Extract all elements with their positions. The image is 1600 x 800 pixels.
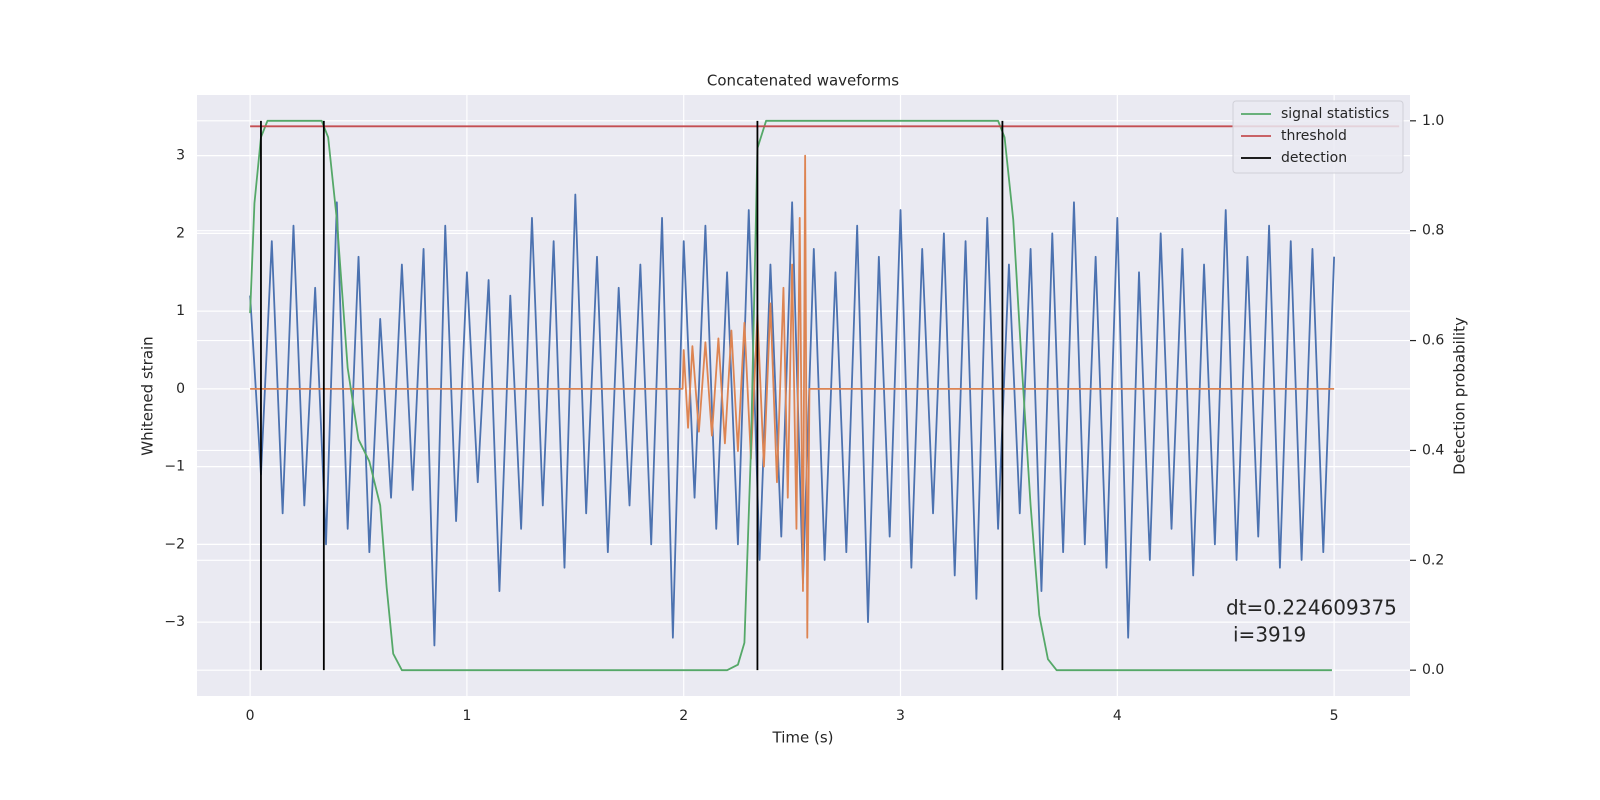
y-axis-label: Whitened strain [139, 336, 157, 455]
x-tick-label: 5 [1330, 708, 1339, 724]
y2-tick-label: 0.4 [1422, 442, 1444, 458]
legend-label: threshold [1281, 128, 1347, 144]
x-tick-label: 1 [462, 708, 471, 724]
legend: signal statistics threshold detection [1232, 100, 1404, 174]
legend-box [1232, 100, 1404, 174]
legend-label: detection [1281, 150, 1347, 166]
chart-title: Concatenated waveforms [707, 72, 899, 90]
y-tick-label: 3 [176, 148, 185, 164]
y-tick-label: 2 [176, 225, 185, 241]
x-tick-label: 0 [246, 708, 255, 724]
annotation: i=3919 [1233, 623, 1306, 647]
series-line [249, 193, 1336, 647]
y2-axis-label: Detection probability [1451, 317, 1469, 475]
legend-label: signal statistics [1281, 106, 1389, 122]
axes: 0 1 2 3 4 5 −3 −2 −1 0 1 2 3 0.0 0.2 0.4 0.6 0.8 1.0 [164, 113, 1444, 724]
y-tick-label: −3 [164, 614, 185, 630]
x-tick-label: 2 [679, 708, 688, 724]
x-axis-label: Time (s) [772, 729, 834, 747]
series-line [250, 154, 1335, 639]
y2-tick-label: 1.0 [1422, 113, 1444, 129]
y-tick-label: −1 [164, 459, 185, 475]
x-tick-label: 4 [1113, 708, 1122, 724]
y-tick-label: 0 [176, 381, 185, 397]
annotation: dt=0.224609375 [1226, 596, 1397, 620]
x-tick-label: 3 [896, 708, 905, 724]
series-line [249, 119, 1332, 672]
y-tick-label: −2 [164, 536, 185, 552]
y2-tick-label: 0.2 [1422, 552, 1444, 568]
y2-tick-label: 0.8 [1422, 223, 1444, 239]
y-tick-label: 1 [176, 303, 185, 319]
y2-tick-label: 0.6 [1422, 333, 1444, 349]
marks [249, 119, 1400, 672]
y2-tick-label: 0.0 [1422, 662, 1444, 678]
